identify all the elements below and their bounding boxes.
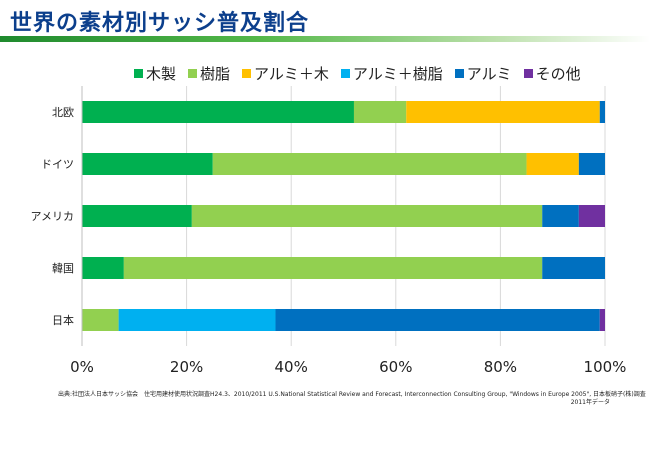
bar-segment: [82, 101, 354, 123]
legend-label: 木製: [146, 64, 177, 83]
bar-segment: [275, 309, 600, 331]
bar-segment: [406, 101, 600, 123]
chart-legend: 木製 樹脂 アルミ＋木 アルミ＋樹脂 アルミ その他: [134, 62, 644, 84]
bar-segment: [82, 257, 124, 279]
x-tick-label: 20%: [170, 358, 203, 376]
legend-swatch: [188, 68, 198, 78]
legend-label: その他: [535, 64, 581, 83]
bar-segment: [599, 101, 605, 123]
bar-segment: [191, 205, 543, 227]
x-tick-label: 80%: [484, 358, 517, 376]
bar-segment: [82, 309, 119, 331]
bar-segment: [82, 205, 192, 227]
x-tick-label: 40%: [275, 358, 308, 376]
source-note: 出典:社団法人日本サッシ協会 住宅用建材使用状況調査H24.3、2010/201…: [58, 391, 646, 407]
y-category-label: ドイツ: [41, 158, 74, 171]
bar-segment: [526, 153, 579, 175]
legend-item: アルミ: [454, 63, 512, 84]
bar-segment: [212, 153, 527, 175]
legend-item: アルミ＋木: [242, 63, 329, 84]
title-underline: [0, 36, 650, 42]
bar-segment: [118, 309, 276, 331]
source-data-year: 2011年データ: [570, 399, 610, 406]
bar-segment: [123, 257, 543, 279]
legend-swatch: [523, 68, 533, 78]
bar-segment: [542, 257, 605, 279]
legend-item: 木製: [134, 63, 176, 84]
bar-segment: [542, 205, 579, 227]
bar-segment: [82, 153, 213, 175]
page-title: 世界の素材別サッシ普及割合: [10, 11, 310, 36]
legend-label: アルミ＋木: [254, 64, 329, 83]
bar-segment: [353, 101, 407, 123]
bar-segment: [599, 309, 605, 331]
x-tick-label: 60%: [379, 358, 412, 376]
legend-item: 樹脂: [188, 63, 230, 84]
bar-segment: [578, 153, 605, 175]
legend-label: 樹脂: [200, 64, 231, 83]
y-category-label: 北欧: [52, 106, 74, 119]
x-tick-label: 100%: [584, 358, 627, 376]
y-category-label: アメリカ: [31, 210, 74, 223]
legend-item: アルミ＋樹脂: [340, 63, 443, 84]
y-category-label: 日本: [52, 313, 74, 327]
source-citation: 出典:社団法人日本サッシ協会 住宅用建材使用状況調査H24.3、2010/201…: [58, 391, 646, 398]
y-category-label: 韓国: [52, 262, 74, 275]
legend-swatch: [454, 68, 464, 78]
legend-swatch: [242, 68, 252, 78]
legend-swatch: [340, 68, 350, 78]
legend-item: その他: [523, 63, 581, 84]
x-tick-label: 0%: [70, 358, 94, 376]
legend-swatch: [134, 68, 143, 78]
legend-label: アルミ: [466, 64, 512, 83]
bar-segment: [578, 205, 605, 227]
legend-label: アルミ＋樹脂: [352, 64, 443, 83]
